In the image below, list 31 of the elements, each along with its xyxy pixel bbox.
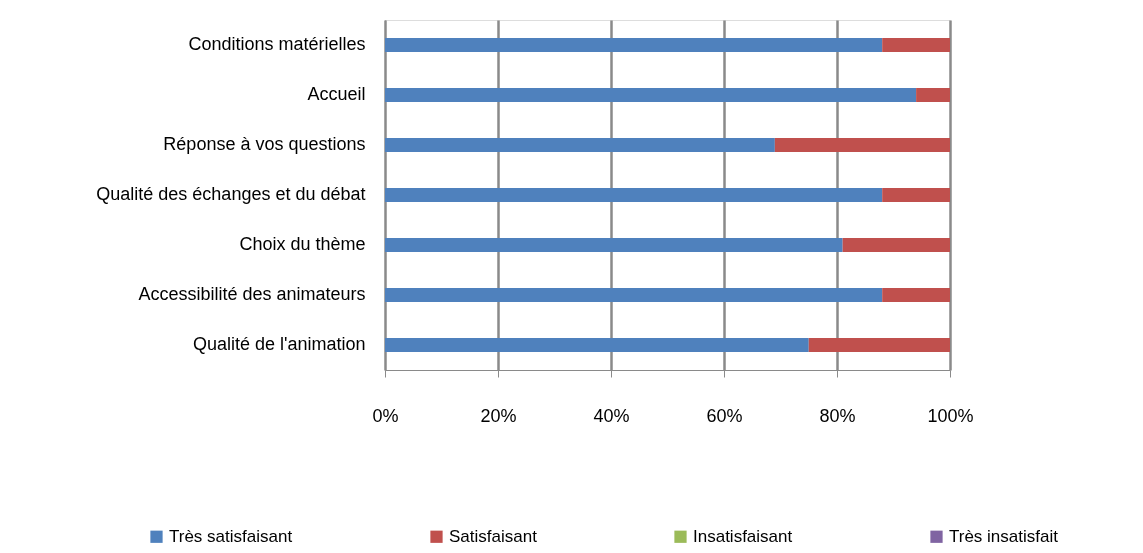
legend-label: Très satisfaisant [169,526,293,546]
x-tick-label: 0% [372,405,399,426]
y-tick-label: Réponse à vos questions [163,134,366,154]
bar [385,138,775,152]
x-tick-label: 40% [593,405,630,426]
x-tick-label: 100% [927,405,974,426]
y-tick-label: Accueil [307,84,366,104]
x-tick-label: 20% [480,405,517,426]
bar [385,188,883,202]
legend-label: Insatisfaisant [693,526,793,546]
bar [882,38,950,52]
x-tick-label: 80% [819,405,856,426]
bar [385,38,883,52]
bar [808,338,950,352]
legend-label: Très insatisfait [949,526,1059,546]
bar [385,338,809,352]
y-tick-label: Qualité des échanges et du débat [96,184,366,204]
legend-label: Satisfaisant [449,526,538,546]
bar [385,288,883,302]
bar [882,188,950,202]
bar [774,138,950,152]
x-tick-label: 60% [706,405,743,426]
y-tick-label: Qualité de l'animation [192,334,366,354]
y-tick-label: Choix du thème [239,234,366,254]
bar [385,88,917,102]
y-tick-label: Conditions matérielles [188,34,366,54]
bar [882,288,950,302]
bar [842,238,950,252]
y-tick-label: Accessibilité des animateurs [138,284,366,304]
bar [916,88,950,102]
bar [385,238,843,252]
